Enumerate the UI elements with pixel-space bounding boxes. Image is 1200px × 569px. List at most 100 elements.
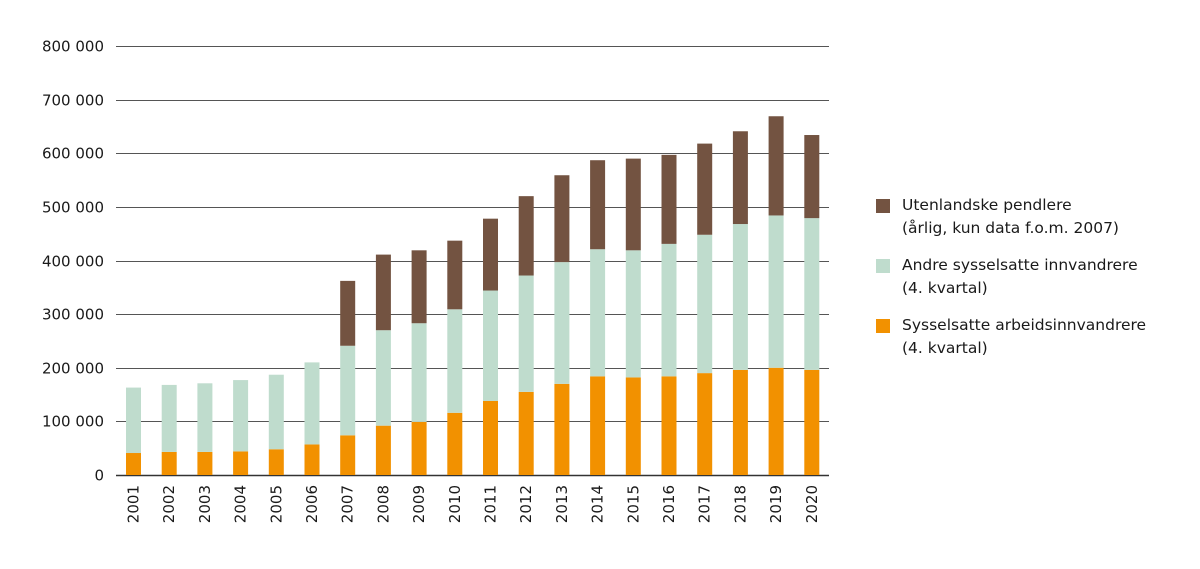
legend-swatch (876, 199, 890, 213)
legend-label: (4. kvartal) (902, 339, 988, 357)
x-tick-label: 2006 (303, 485, 321, 523)
y-tick-label: 300 000 (42, 306, 104, 324)
bar-segment-series-2 (518, 196, 534, 276)
legend: Utenlandske pendlere (årlig, kun data f.o… (876, 194, 1146, 374)
bar-segment-series-1 (161, 384, 177, 452)
x-tick-label: 2009 (410, 485, 428, 523)
legend-label: Utenlandske pendlere (902, 196, 1072, 214)
bar-segment-series-1 (233, 380, 249, 452)
bar-segment-series-1 (340, 345, 356, 436)
x-axis-ticks: 2001 2002 2003 2004 2005 2006 2007 2008 2009 2010… (125, 485, 821, 523)
bar-segment-series-1 (768, 215, 784, 368)
bar-segment-series-1 (804, 218, 820, 370)
x-tick-label: 2010 (446, 485, 464, 523)
bar-segment-series-1 (304, 362, 320, 445)
bar-segment-series-2 (732, 131, 748, 225)
bar-segment-series-0 (554, 383, 570, 475)
bar-segment-series-0 (126, 453, 141, 475)
x-tick-label: 2020 (803, 485, 821, 523)
bar-segment-series-0 (483, 400, 498, 475)
bar-segment-series-2 (411, 250, 427, 324)
y-tick-label: 700 000 (42, 92, 104, 110)
bar-segment-series-0 (197, 451, 213, 475)
bar-segment-series-0 (625, 377, 641, 475)
bar-segment-series-2 (340, 280, 356, 346)
bar-segment-series-2 (697, 143, 713, 235)
bar-segment-series-1 (197, 383, 213, 452)
bar-segment-series-0 (697, 373, 713, 475)
bar-segment-series-1 (447, 309, 463, 413)
y-tick-label: 800 000 (42, 38, 104, 56)
bar-segment-series-0 (411, 421, 427, 475)
legend-label: Sysselsatte arbeidsinnvandrere (902, 316, 1147, 334)
x-tick-label: 2003 (196, 485, 214, 523)
x-tick-label: 2015 (624, 485, 642, 523)
bar-segment-series-2 (661, 154, 677, 244)
bar-segment-series-0 (304, 444, 320, 475)
bar-segment-series-0 (340, 435, 356, 475)
y-tick-label: 600 000 (42, 145, 104, 163)
legend-item: Sysselsatte arbeidsinnvandrere (4. kvarta… (876, 314, 1146, 360)
bar-segment-series-0 (804, 369, 820, 475)
bar-segment-series-1 (483, 290, 498, 401)
legend-swatch (876, 319, 890, 333)
bar-segment-series-0 (447, 412, 463, 475)
x-tick-label: 2016 (660, 485, 678, 523)
x-tick-label: 2008 (374, 485, 392, 523)
bar-segment-series-2 (625, 158, 641, 251)
bar-segment-series-1 (590, 249, 606, 377)
x-tick-label: 2019 (767, 485, 785, 523)
legend-item: Andre sysselsatte innvandrere (4. kvartal… (876, 254, 1146, 300)
bar-segment-series-1 (554, 262, 570, 384)
x-tick-label: 2005 (267, 485, 285, 523)
bar-segment-series-2 (768, 116, 784, 216)
bar-segment-series-0 (732, 369, 748, 475)
bar-segment-series-2 (804, 135, 820, 219)
bar-segment-series-2 (375, 254, 391, 331)
bar-segment-series-1 (661, 243, 677, 377)
bar-segment-series-2 (483, 218, 498, 291)
x-tick-label: 2012 (517, 485, 535, 523)
y-tick-label: 500 000 (42, 199, 104, 217)
bar-segment-series-0 (590, 376, 606, 475)
legend-label: Andre sysselsatte innvandrere (902, 256, 1138, 274)
legend-label: (4. kvartal) (902, 279, 988, 297)
x-tick-label: 2014 (589, 485, 607, 523)
bar-segment-series-1 (411, 323, 427, 422)
bar-segment-series-1 (518, 275, 534, 392)
legend-item: Utenlandske pendlere (årlig, kun data f.o… (876, 194, 1146, 240)
bar-segment-series-0 (268, 449, 284, 475)
bar-segment-series-0 (161, 451, 177, 475)
x-tick-label: 2011 (482, 485, 500, 523)
bar-segment-series-1 (375, 330, 391, 426)
bar-segment-series-0 (661, 376, 677, 475)
gridlines (116, 45, 829, 477)
bar-segment-series-2 (554, 175, 570, 263)
bar-segment-series-0 (518, 391, 534, 475)
bar-segment-series-2 (447, 240, 463, 310)
y-tick-label: 0 (94, 467, 104, 485)
legend-swatch (876, 259, 890, 273)
x-tick-label: 2002 (160, 485, 178, 523)
y-tick-label: 400 000 (42, 253, 104, 271)
bar-segment-series-0 (233, 451, 249, 475)
x-tick-label: 2007 (339, 485, 357, 523)
x-tick-label: 2001 (125, 485, 143, 523)
bar-segment-series-1 (268, 374, 284, 450)
x-tick-label: 2004 (232, 485, 250, 523)
bar-segment-series-1 (625, 250, 641, 378)
y-tick-label: 100 000 (42, 413, 104, 431)
bar-segment-series-0 (375, 425, 391, 475)
x-tick-label: 2018 (731, 485, 749, 523)
bars (126, 116, 820, 475)
y-axis-ticks: 0 100 000 200 000 300 000 400 000 500 000 600 … (42, 38, 104, 485)
x-tick-label: 2017 (696, 485, 714, 523)
bar-segment-series-1 (126, 387, 141, 454)
bar-segment-series-0 (768, 367, 784, 475)
y-tick-label: 200 000 (42, 360, 104, 378)
bar-segment-series-1 (732, 224, 748, 370)
bar-segment-series-2 (590, 160, 606, 250)
x-tick-label: 2013 (553, 485, 571, 523)
legend-label: (årlig, kun data f.o.m. 2007) (902, 219, 1119, 237)
